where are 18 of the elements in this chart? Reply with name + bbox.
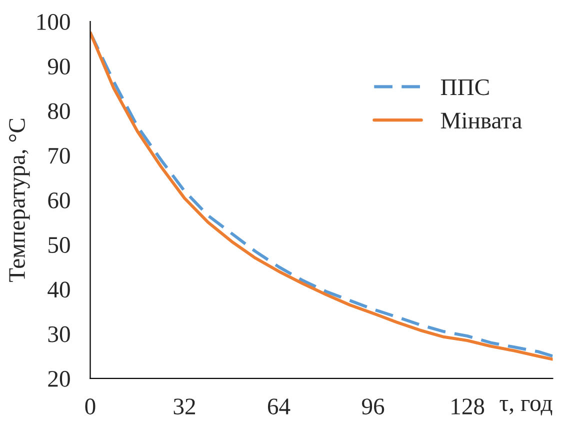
x-tick-label: 64 <box>268 398 290 414</box>
y-tick-label: 90 <box>48 58 70 75</box>
y-tick-label: 100 <box>37 14 70 30</box>
legend-label: Мінвата <box>440 112 522 129</box>
y-tick-label: 60 <box>48 192 70 208</box>
y-tick-label: 80 <box>48 103 70 120</box>
y-axis-title: Температура, °С <box>9 118 30 282</box>
y-tick-label: 70 <box>48 148 70 164</box>
y-tick-label: 30 <box>48 326 70 342</box>
x-tick-label: 96 <box>362 398 384 414</box>
y-tick-label: 50 <box>48 237 70 253</box>
x-tick-label: 128 <box>452 398 484 414</box>
x-axis-title: τ, год <box>500 400 552 416</box>
legend-label: ППС <box>440 79 489 96</box>
x-tick-label: 0 <box>85 398 96 414</box>
y-tick-label: 40 <box>48 282 70 298</box>
y-tick-label: 20 <box>48 370 70 387</box>
x-tick-label: 32 <box>174 398 196 414</box>
